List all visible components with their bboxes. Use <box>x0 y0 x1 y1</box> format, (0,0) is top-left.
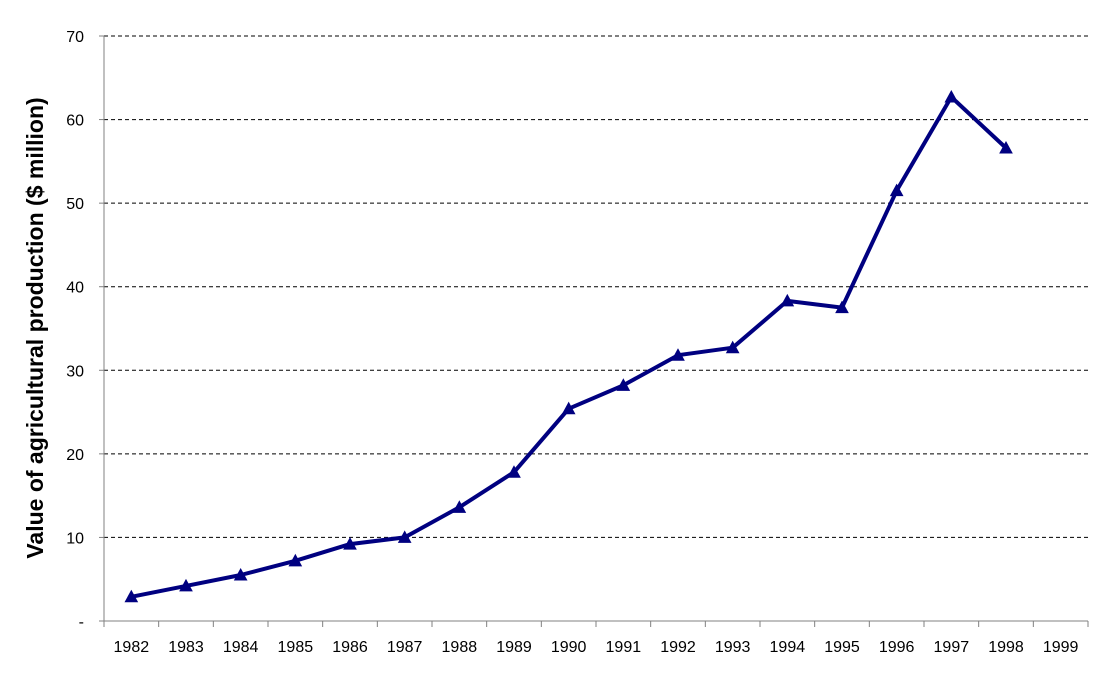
x-tick-label: 1982 <box>114 639 150 656</box>
data-point-marker <box>671 348 685 361</box>
x-tick-label: 1993 <box>715 639 751 656</box>
x-tick-label: 1995 <box>824 639 860 656</box>
x-tick-label: 1992 <box>660 639 696 656</box>
y-tick-labels: - 10 20 30 40 50 60 70 <box>66 29 84 631</box>
data-point-marker <box>343 537 357 550</box>
data-point-marker <box>561 401 576 415</box>
x-tick-label: 1991 <box>606 639 642 656</box>
y-axis-label: Value of agricultural production ($ mill… <box>22 97 48 558</box>
x-tick-label: 1996 <box>879 639 915 656</box>
data-point-marker <box>124 589 139 603</box>
gridlines <box>104 35 1088 538</box>
x-tick-label: 1984 <box>223 639 259 656</box>
series-line-path <box>129 95 1008 599</box>
data-markers <box>124 89 1013 603</box>
data-point-marker <box>725 340 740 354</box>
data-point-marker <box>288 553 303 567</box>
y-tick-label: 50 <box>66 196 84 213</box>
x-tick-label: 1994 <box>770 639 806 656</box>
y-tick-label: 40 <box>66 280 84 297</box>
data-point-marker <box>507 465 521 478</box>
data-point-marker <box>835 300 849 314</box>
x-tick-labels: 1982 1983 1984 1985 1986 1987 1988 1989 1990 1991… <box>114 639 1079 656</box>
x-tick-label: 1985 <box>278 639 314 656</box>
data-point-marker <box>179 578 193 592</box>
y-tick-label: 70 <box>66 29 84 46</box>
y-tick-label: 20 <box>66 447 84 464</box>
data-point-marker <box>944 89 959 103</box>
x-tick-label: 1997 <box>934 639 970 656</box>
series-line <box>129 95 1008 599</box>
x-tick-label: 1999 <box>1043 639 1079 656</box>
x-tick-label: 1986 <box>332 639 368 656</box>
data-point-marker <box>999 140 1013 154</box>
data-point-marker <box>397 530 412 543</box>
x-tick-label: 1988 <box>442 639 478 656</box>
y-tick-label: 30 <box>66 363 84 380</box>
y-tick-label: - <box>79 614 84 631</box>
data-point-marker <box>452 500 467 513</box>
y-tick-label: 60 <box>66 113 84 130</box>
x-tick-label: 1990 <box>551 639 587 656</box>
x-tick-label: 1989 <box>496 639 532 656</box>
x-tick-label: 1998 <box>988 639 1024 656</box>
data-point-marker <box>780 293 795 307</box>
x-tick-label: 1983 <box>168 639 204 656</box>
data-point-marker <box>889 183 904 197</box>
data-point-marker <box>233 567 248 581</box>
data-point-marker <box>616 378 631 391</box>
axes <box>99 35 1089 627</box>
x-tick-label: 1987 <box>387 639 423 656</box>
y-tick-label: 10 <box>66 530 84 547</box>
